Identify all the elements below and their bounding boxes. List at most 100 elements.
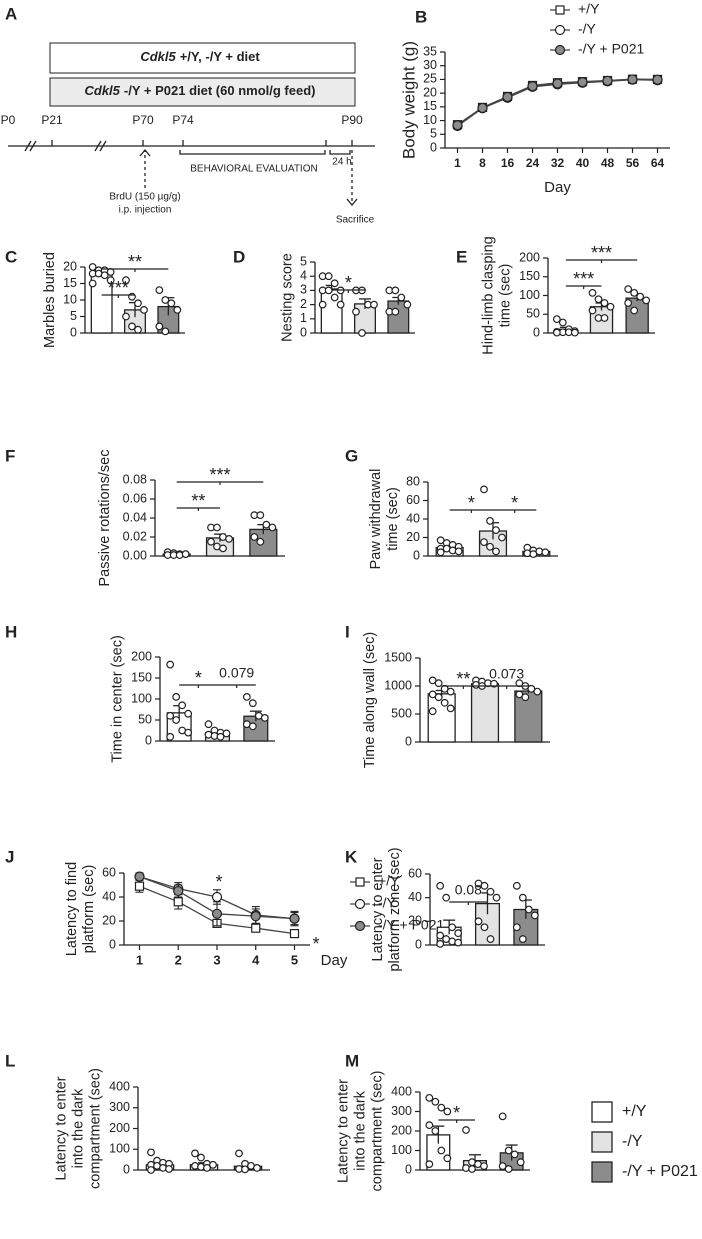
data-point bbox=[512, 881, 521, 890]
legend-swatch bbox=[591, 1131, 613, 1153]
data-point bbox=[330, 293, 339, 302]
data-point bbox=[213, 523, 221, 532]
y-axis-label: time (sec) bbox=[385, 487, 401, 551]
y-axis-label: Latency to find bbox=[64, 862, 80, 956]
y-tick-label: 0 bbox=[533, 325, 540, 339]
y-axis-label: Passive rotations/sec bbox=[97, 449, 113, 586]
data-point bbox=[642, 296, 651, 305]
data-point bbox=[480, 923, 489, 932]
data-point bbox=[268, 523, 277, 532]
legend-label: -/Y + P021 bbox=[578, 41, 645, 57]
gene-name: Cdkl5 bbox=[85, 83, 121, 98]
x-axis-label: Day bbox=[321, 952, 348, 969]
data-point bbox=[161, 296, 170, 304]
y-axis-label: Paw withdrawal bbox=[368, 469, 384, 570]
data-point bbox=[289, 913, 300, 924]
y-tick-label: 2 bbox=[300, 297, 307, 311]
timeline-ticks bbox=[24, 140, 358, 207]
legend-marker bbox=[354, 920, 366, 932]
data-point bbox=[474, 917, 483, 926]
timepoint: P0 bbox=[1, 113, 16, 127]
data-point bbox=[454, 938, 463, 947]
y-tick-label: 15 bbox=[63, 276, 77, 290]
y-tick-label: 15 bbox=[423, 99, 437, 113]
y-tick-label: 25 bbox=[423, 72, 437, 86]
significance-label: 0.073 bbox=[489, 666, 524, 682]
x-axis-label: Day bbox=[544, 179, 571, 196]
data-point bbox=[498, 1162, 507, 1170]
data-point bbox=[318, 300, 327, 309]
data-point bbox=[425, 1121, 434, 1130]
data-point bbox=[106, 276, 115, 285]
data-point bbox=[165, 1165, 173, 1173]
data-point bbox=[184, 709, 193, 718]
data-point bbox=[510, 1150, 519, 1159]
data-point bbox=[211, 908, 223, 919]
y-axis-label: compartment (sec) bbox=[87, 1068, 103, 1189]
data-point bbox=[256, 537, 265, 546]
data-point bbox=[222, 729, 231, 738]
y-tick-label: 30 bbox=[423, 58, 437, 72]
data-point bbox=[248, 699, 257, 708]
data-point bbox=[140, 306, 148, 314]
data-point bbox=[181, 550, 190, 558]
data-point bbox=[262, 520, 271, 529]
data-point bbox=[492, 547, 500, 556]
y-tick-label: 0.04 bbox=[123, 510, 147, 524]
legend-label: +/Y bbox=[378, 873, 400, 889]
y-tick-label: 300 bbox=[391, 1104, 412, 1118]
panel-letter: L bbox=[5, 1051, 15, 1070]
data-point bbox=[235, 1149, 243, 1158]
interval-label: 24 h bbox=[332, 157, 351, 168]
data-point bbox=[425, 1093, 434, 1102]
y-tick-label: 4 bbox=[300, 268, 307, 282]
y-tick-label: 1000 bbox=[384, 678, 412, 692]
data-point bbox=[324, 272, 333, 281]
data-point bbox=[134, 325, 142, 334]
data-point bbox=[431, 1127, 440, 1135]
y-tick-label: 200 bbox=[391, 1123, 412, 1137]
y-tick-label: 5 bbox=[70, 309, 77, 323]
y-tick-label: 80 bbox=[406, 474, 420, 488]
y-tick-label: 35 bbox=[423, 44, 437, 58]
y-tick-label: 0 bbox=[123, 1162, 130, 1176]
data-point bbox=[434, 679, 443, 688]
data-point bbox=[219, 544, 227, 553]
diet-text: +/Y, -/Y + diet bbox=[180, 49, 261, 64]
y-axis-label: Nesting score bbox=[279, 253, 295, 342]
data-point bbox=[452, 120, 463, 131]
data-point bbox=[518, 893, 527, 902]
data-point bbox=[530, 911, 539, 920]
y-tick-label: 0 bbox=[415, 937, 422, 951]
legend-marker bbox=[354, 898, 366, 910]
data-point bbox=[251, 923, 261, 933]
y-axis-label: Time along wall (sec) bbox=[362, 632, 378, 768]
data-point bbox=[518, 935, 527, 943]
y-tick-label: 3 bbox=[300, 283, 307, 297]
data-point bbox=[533, 687, 542, 696]
brdu-label: BrdU (150 µg/g) bbox=[109, 192, 180, 203]
y-axis-label: Time in center (sec) bbox=[109, 635, 125, 763]
data-point bbox=[197, 1153, 205, 1162]
bar bbox=[470, 683, 500, 743]
x-tick-label: 40 bbox=[576, 156, 590, 170]
legend-swatch bbox=[591, 1101, 613, 1123]
data-point bbox=[203, 1164, 211, 1172]
data-point bbox=[437, 1103, 446, 1112]
legend-marker bbox=[355, 877, 365, 887]
data-point bbox=[636, 292, 645, 301]
panel-letter: E bbox=[456, 247, 467, 266]
data-point bbox=[147, 1148, 155, 1157]
data-point bbox=[100, 271, 109, 280]
y-tick-label: 100 bbox=[391, 1143, 412, 1157]
data-point bbox=[443, 1154, 452, 1163]
legend-marker bbox=[554, 44, 566, 56]
significance-label: *** bbox=[108, 278, 129, 298]
y-tick-label: 60 bbox=[102, 865, 116, 879]
data-point bbox=[425, 1160, 434, 1169]
panel-letter: I bbox=[345, 622, 350, 641]
data-point bbox=[242, 693, 251, 701]
data-point bbox=[207, 537, 215, 546]
x-tick-label: 4 bbox=[252, 952, 260, 967]
annotation: * bbox=[215, 872, 222, 892]
